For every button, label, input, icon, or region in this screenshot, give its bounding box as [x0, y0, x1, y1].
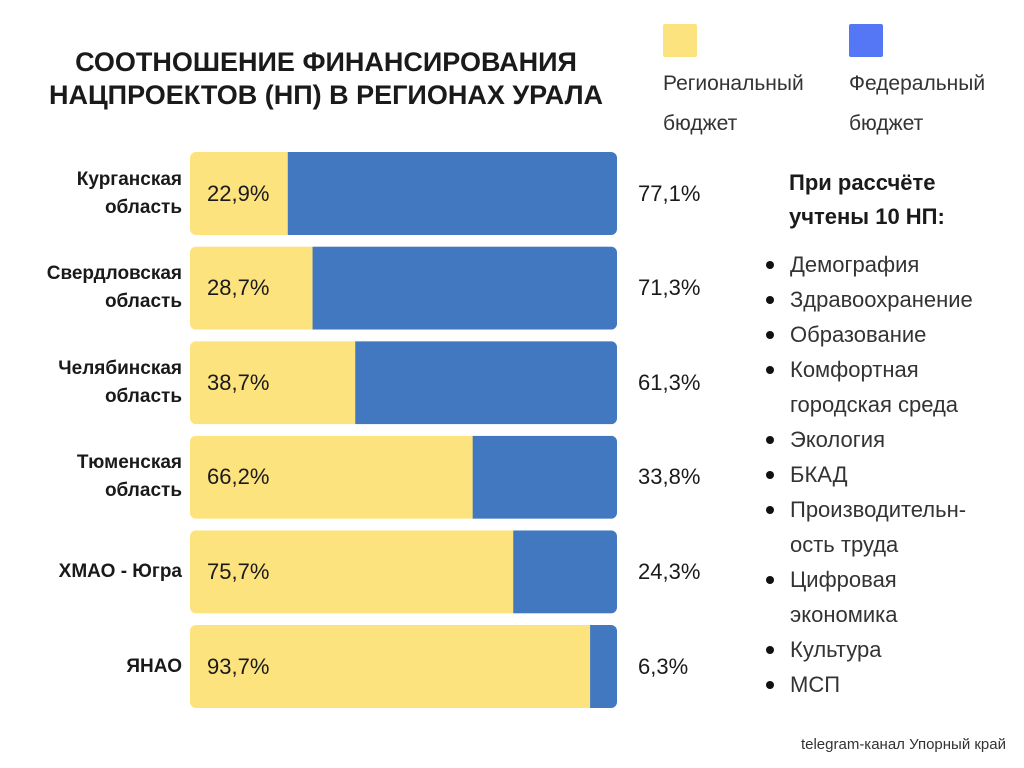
note-item: Здравоохранение: [790, 287, 973, 312]
category-label: ХМАО - Югра: [58, 560, 182, 582]
chart-title: СООТНОШЕНИЕ ФИНАНСИРОВАНИЯ НАЦПРОЕКТОВ (…: [48, 47, 604, 110]
bar-segment: [190, 625, 591, 708]
value-label: 71,3%: [638, 275, 701, 301]
bar-segment: [590, 625, 617, 708]
note-item: Цифровая экономика: [790, 567, 898, 627]
note-item: Комфортная городская среда: [790, 357, 959, 417]
category-label: Челябинская область: [58, 357, 182, 407]
category-label: Курганская область: [76, 168, 182, 218]
value-label: 93,7%: [207, 653, 270, 679]
bar-segment: [355, 341, 617, 425]
bar-segment: [312, 246, 617, 330]
bullet: [766, 681, 774, 689]
bullet: [766, 471, 774, 479]
value-label: 75,7%: [207, 558, 270, 584]
bar-segment: [190, 341, 356, 425]
bullet: [766, 576, 774, 584]
bar-segment: [190, 246, 314, 330]
value-label: 28,7%: [207, 275, 270, 301]
bullet: [766, 261, 774, 269]
bullet: [766, 436, 774, 444]
note-item: Культура: [790, 637, 882, 662]
value-label: 22,9%: [207, 180, 270, 206]
note-item: Образование: [790, 322, 927, 347]
source: telegram-канал Упорный край: [800, 736, 1006, 753]
category-label: Свердловская область: [46, 263, 182, 313]
bullet: [766, 646, 774, 654]
bar-segment: [513, 530, 617, 614]
note-item: МСП: [790, 672, 841, 697]
bar-segment: [190, 530, 514, 614]
note-item: Экология: [790, 427, 885, 452]
category-label: ЯНАО: [126, 655, 182, 677]
value-label: 66,2%: [207, 464, 270, 490]
legend-label: Региональный бюджет: [663, 72, 804, 135]
note-item: БКАД: [790, 462, 848, 487]
bullet: [766, 331, 774, 339]
bar-segment: [287, 152, 617, 235]
value-label: 38,7%: [207, 369, 270, 395]
legend-label: Федеральный бюджет: [849, 72, 986, 135]
note-item: Производительн- ость труда: [790, 497, 967, 557]
bullet: [766, 506, 774, 514]
legend-swatch: [849, 24, 883, 57]
value-label: 33,8%: [638, 464, 701, 490]
bullet: [766, 296, 774, 304]
value-label: 77,1%: [638, 180, 701, 206]
bar-segment: [190, 435, 474, 519]
note-item: Демография: [790, 252, 920, 277]
bar-segment: [472, 435, 617, 519]
value-label: 24,3%: [638, 558, 701, 584]
value-label: 6,3%: [638, 653, 689, 679]
legend-swatch: [663, 24, 697, 57]
bullet: [766, 366, 774, 374]
value-label: 61,3%: [638, 369, 701, 395]
note-title: При рассчёте учтены 10 НП:: [789, 170, 945, 229]
bar-segment: [190, 152, 289, 235]
category-label: Тюменская область: [76, 452, 182, 502]
